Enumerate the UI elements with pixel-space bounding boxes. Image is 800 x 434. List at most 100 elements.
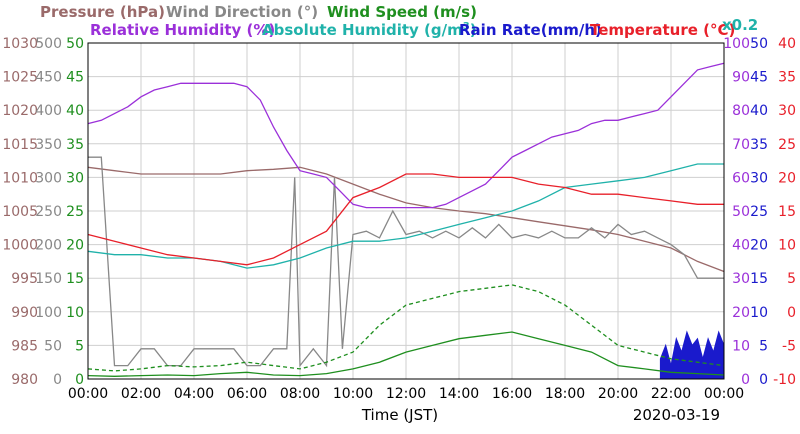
- humidity-tick-label: 50: [732, 204, 750, 220]
- pressure-tick-label: 1020: [2, 103, 38, 119]
- humidity-tick-label: 70: [732, 137, 750, 153]
- rain-tick-label: 35: [750, 137, 768, 153]
- wind_speed-tick-label: 45: [66, 70, 84, 86]
- x-tick-label: 04:00: [174, 386, 214, 402]
- wind_dir-tick-label: 350: [35, 137, 62, 153]
- temperature-tick-label: 40: [778, 36, 796, 52]
- wind_dir-tick-label: 400: [35, 103, 62, 119]
- rain-tick-label: 20: [750, 238, 768, 254]
- humidity-tick-label: 60: [732, 170, 750, 186]
- series-rain-rate: [659, 330, 725, 380]
- pressure-tick-label: 995: [11, 271, 38, 287]
- rain-tick-label: 5: [759, 338, 768, 354]
- series-wind-speed-m-s-: [87, 331, 725, 377]
- series-wind-speed-gust: [87, 284, 725, 372]
- temperature-tick-label: 15: [778, 204, 796, 220]
- x-tick-label: 14:00: [439, 386, 479, 402]
- grid: [87, 42, 725, 380]
- x-tick-label: 00:00: [704, 386, 744, 402]
- temperature-tick-label: 25: [778, 137, 796, 153]
- x-tick-label: 06:00: [227, 386, 267, 402]
- legend-humidity: Relative Humidity (%): [90, 21, 275, 39]
- rain-tick-label: 45: [750, 70, 768, 86]
- wind_dir-tick-label: 0: [53, 372, 62, 388]
- temperature-tick-label: -5: [782, 338, 796, 354]
- humidity-tick-label: 40: [732, 238, 750, 254]
- axis-labels: 00:00 02:00 04:00 06:00 08:00 10:00 12:00 14:00…: [2, 36, 796, 402]
- x-tick-label: 00:00: [68, 386, 108, 402]
- x-tick-label: 16:00: [492, 386, 532, 402]
- humidity-tick-label: 30: [732, 271, 750, 287]
- pressure-tick-label: 980: [11, 372, 38, 388]
- rain-tick-label: 50: [750, 36, 768, 52]
- rain-tick-label: 15: [750, 271, 768, 287]
- humidity-tick-label: 90: [732, 70, 750, 86]
- legend-rain-rate: Rain Rate(mm/h): [459, 21, 602, 39]
- legend-wind-direction: Wind Direction (°): [166, 3, 318, 21]
- wind_speed-tick-label: 35: [66, 137, 84, 153]
- rain-tick-label: 25: [750, 204, 768, 220]
- temperature-tick-label: 35: [778, 70, 796, 86]
- temperature-tick-label: 20: [778, 170, 796, 186]
- wind_dir-tick-label: 50: [44, 338, 62, 354]
- legend-abs-humidity: Absolute Humidity (g/m3): [262, 21, 477, 39]
- legend-temperature: Temperature (°C): [590, 21, 735, 39]
- legend-pressure: Pressure (hPa): [40, 3, 165, 21]
- x-tick-label: 12:00: [386, 386, 426, 402]
- wind_speed-tick-label: 10: [66, 305, 84, 321]
- pressure-tick-label: 1015: [2, 137, 38, 153]
- wind_dir-tick-label: 500: [35, 36, 62, 52]
- pressure-tick-label: 1005: [2, 204, 38, 220]
- humidity-tick-label: 20: [732, 305, 750, 321]
- x-tick-label: 10:00: [333, 386, 373, 402]
- temperature-tick-label: 30: [778, 103, 796, 119]
- pressure-tick-label: 1010: [2, 170, 38, 186]
- wind_dir-tick-label: 200: [35, 238, 62, 254]
- abs-humidity-scale-note: x0.2: [722, 16, 758, 34]
- x-tick-label: 20:00: [598, 386, 638, 402]
- pressure-tick-label: 990: [11, 305, 38, 321]
- rain-tick-label: 10: [750, 305, 768, 321]
- pressure-tick-label: 1000: [2, 238, 38, 254]
- wind_dir-tick-label: 300: [35, 170, 62, 186]
- series-relative-humidity-: [87, 62, 725, 209]
- temperature-tick-label: -10: [773, 372, 796, 388]
- wind_dir-tick-label: 250: [35, 204, 62, 220]
- x-tick-label: 22:00: [651, 386, 691, 402]
- x-tick-label: 08:00: [280, 386, 320, 402]
- wind_speed-tick-label: 30: [66, 170, 84, 186]
- rain-tick-label: 30: [750, 170, 768, 186]
- chart-date: 2020-03-19: [633, 406, 720, 424]
- wind_dir-tick-label: 100: [35, 305, 62, 321]
- wind_speed-tick-label: 5: [75, 338, 84, 354]
- series-pressure-hpa-: [87, 166, 725, 273]
- wind_speed-tick-label: 25: [66, 204, 84, 220]
- humidity-tick-label: 100: [723, 36, 750, 52]
- wind_dir-tick-label: 450: [35, 70, 62, 86]
- temperature-tick-label: 5: [787, 271, 796, 287]
- legend-wind-speed: Wind Speed (m/s): [327, 3, 477, 21]
- x-tick-label: 18:00: [545, 386, 585, 402]
- pressure-tick-label: 1030: [2, 36, 38, 52]
- humidity-tick-label: 80: [732, 103, 750, 119]
- series-temperature-c-: [87, 173, 724, 266]
- pressure-tick-label: 985: [11, 338, 38, 354]
- humidity-tick-label: 0: [741, 372, 750, 388]
- pressure-tick-label: 1025: [2, 70, 38, 86]
- x-tick-label: 02:00: [121, 386, 161, 402]
- plot-area: [87, 62, 725, 380]
- temperature-tick-label: 0: [787, 305, 796, 321]
- wind_speed-tick-label: 0: [75, 372, 84, 388]
- series-wind-direction-: [88, 156, 724, 368]
- plot-frame: [87, 42, 725, 380]
- rain-tick-label: 40: [750, 103, 768, 119]
- temperature-tick-label: 10: [778, 238, 796, 254]
- wind_speed-tick-label: 40: [66, 103, 84, 119]
- x-axis-label: Time (JST): [361, 406, 438, 424]
- humidity-tick-label: 10: [732, 338, 750, 354]
- rain-tick-label: 0: [759, 372, 768, 388]
- wind_dir-tick-label: 150: [35, 271, 62, 287]
- wind_speed-tick-label: 50: [66, 36, 84, 52]
- wind_speed-tick-label: 15: [66, 271, 84, 287]
